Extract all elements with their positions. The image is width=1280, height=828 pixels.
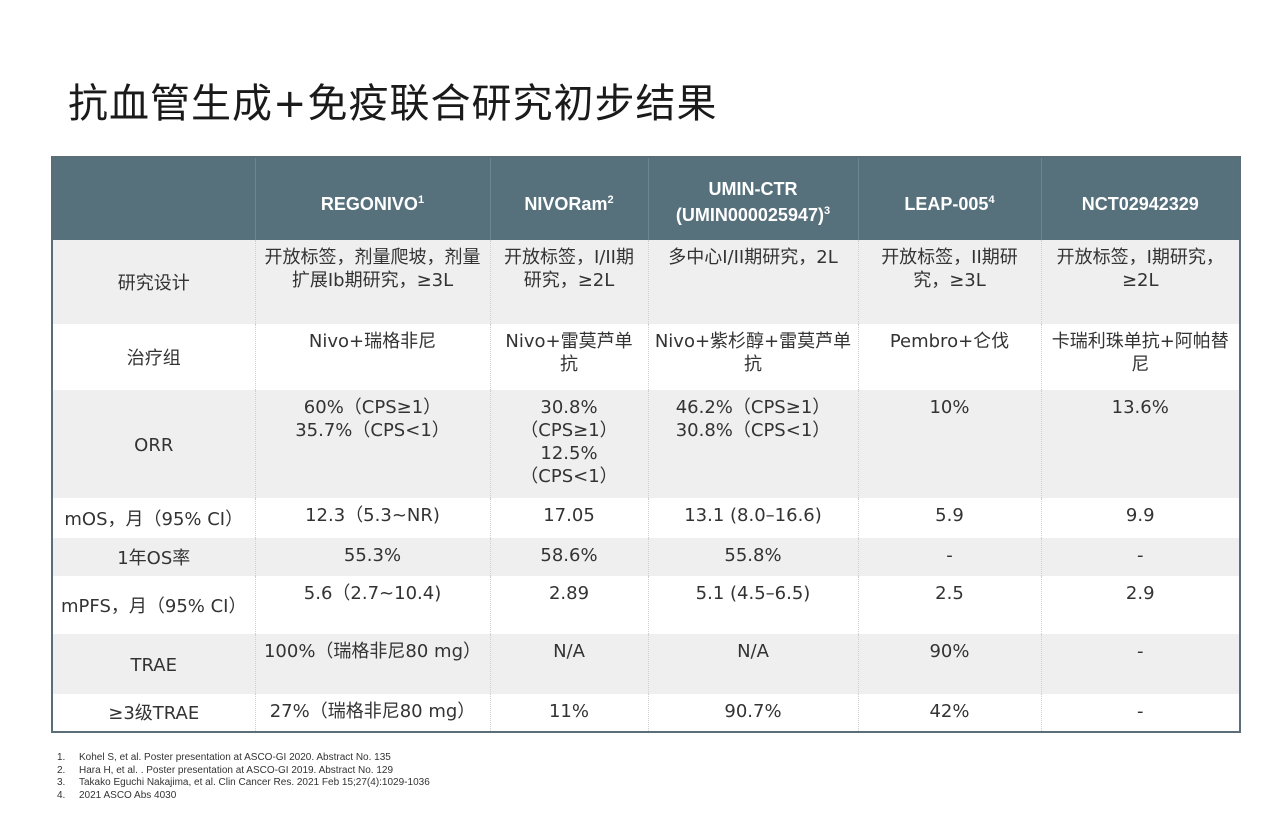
table-cell: 开放标签，I期研究，≥2L [1040,240,1240,324]
table-cell: 2.89 [489,576,648,634]
table-cell: - [1040,634,1240,694]
table-cell: 90.7% [647,694,858,732]
table-cell: 100%（瑞格非尼80 mg） [254,634,490,694]
table-row: TRAE 100%（瑞格非尼80 mg） N/A N/A 90% - [52,634,1240,694]
footnote-number: 2. [57,764,66,776]
table-cell: - [857,538,1041,576]
table-row: mOS，月（95% CI） 12.3（5.3~NR) 17.05 13.1 (8.0–… [52,498,1240,538]
row-label: mOS，月（95% CI） [52,498,255,538]
footnote-text: Kohel S, et al. Poster presentation at A… [79,752,391,763]
row-label: 治疗组 [52,324,255,390]
row-label: ≥3级TRAE [52,694,255,732]
table-cell: Nivo+瑞格非尼 [254,324,490,390]
header-cell-leap-005: LEAP-0054 [857,157,1041,240]
table-cell: 开放标签，II期研究，≥3L [857,240,1041,324]
row-label: mPFS，月（95% CI） [52,576,255,634]
table-row: 1年OS率 55.3% 58.6% 55.8% - - [52,538,1240,576]
footnote-number: 1. [57,752,66,763]
header-label: UMIN-CTR (UMIN000025947) [675,179,824,225]
header-cell-empty [52,157,255,240]
table-cell: Pembro+仑伐 [857,324,1041,390]
header-label: REGONIVO [320,194,418,214]
page-title: 抗血管生成+免疫联合研究初步结果 [68,80,718,127]
table-cell: 开放标签，I/II期研究，≥2L [489,240,648,324]
footnote: 2. Hara H, et al. . Poster presentation a… [57,765,430,778]
table-cell: 5.9 [857,498,1041,538]
table-cell: - [1040,538,1240,576]
table-cell: 60%（CPS≥1） 35.7%（CPS<1） [254,390,490,498]
table-cell: 58.6% [489,538,648,576]
footnote: 1. Kohel S, et al. Poster presentation at… [57,752,430,765]
table-cell: 55.3% [254,538,490,576]
table-cell: 卡瑞利珠单抗+阿帕替尼 [1040,324,1240,390]
header-label: NCT02942329 [1081,194,1199,214]
header-cell-nivoram: NIVORam2 [489,157,648,240]
table-cell: 17.05 [489,498,648,538]
table-cell: 2.9 [1040,576,1240,634]
row-label: TRAE [52,634,255,694]
table-cell: 5.1 (4.5–6.5) [647,576,858,634]
table-cell: 12.3（5.3~NR) [254,498,490,538]
table-row: ORR 60%（CPS≥1） 35.7%（CPS<1） 30.8%（CPS≥1） 1… [52,390,1240,498]
header-sup: 3 [823,205,831,217]
table-cell: 46.2%（CPS≥1） 30.8%（CPS<1） [647,390,858,498]
footnote-text: Hara H, et al. . Poster presentation at … [79,764,394,776]
table-cell: Nivo+雷莫芦单抗 [489,324,648,390]
table-cell: N/A [489,634,648,694]
table-cell: N/A [647,634,858,694]
header-label: LEAP-005 [904,194,989,214]
table-cell: 开放标签，剂量爬坡，剂量扩展Ib期研究，≥3L [254,240,490,324]
table-cell: 90% [857,634,1041,694]
table-cell: 10% [857,390,1041,498]
table-cell: 多中心I/II期研究，2L [647,240,858,324]
header-label: NIVORam [524,194,608,214]
table-cell: 5.6（2.7~10.4) [254,576,490,634]
footnote: 4. 2021 ASCO Abs 4030 [57,790,430,803]
table-header-row: REGONIVO1 NIVORam2 UMIN-CTR (UMIN0000259… [52,157,1240,240]
table-cell: Nivo+紫杉醇+雷莫芦单抗 [647,324,858,390]
table-cell: 27%（瑞格非尼80 mg） [254,694,490,732]
table-cell: - [1040,694,1240,732]
header-cell-regonivo: REGONIVO1 [254,157,490,240]
row-label: 研究设计 [52,240,255,324]
header-sup: 1 [417,194,425,206]
header-sup: 2 [607,194,614,206]
table-cell: 55.8% [647,538,858,576]
table-cell: 30.8%（CPS≥1） 12.5%（CPS<1） [489,390,648,498]
footnote: 3. Takako Eguchi Nakajima, et al. Clin Ca… [57,777,430,790]
footnote-number: 3. [57,777,66,788]
table-cell: 13.6% [1040,390,1240,498]
table-row: mPFS，月（95% CI） 5.6（2.7~10.4) 2.89 5.1 (4.5–… [52,576,1240,634]
table-cell: 9.9 [1040,498,1240,538]
results-table: REGONIVO1 NIVORam2 UMIN-CTR (UMIN0000259… [51,156,1241,733]
row-label: 1年OS率 [52,538,255,576]
footnote-number: 4. [57,789,66,801]
table-cell: 42% [857,694,1041,732]
table-cell: 13.1 (8.0–16.6) [647,498,858,538]
header-cell-nct02942329: NCT02942329 [1040,157,1240,240]
footnotes: 1. Kohel S, et al. Poster presentation at… [57,752,430,802]
footnote-text: 2021 ASCO Abs 4030 [79,789,177,801]
table-cell: 2.5 [857,576,1041,634]
header-cell-umin-ctr: UMIN-CTR (UMIN000025947)3 [647,157,858,240]
row-label: ORR [52,390,255,498]
table-row: 研究设计 开放标签，剂量爬坡，剂量扩展Ib期研究，≥3L 开放标签，I/II期研究，… [52,240,1240,324]
header-sup: 4 [988,194,995,206]
table-row: 治疗组 Nivo+瑞格非尼 Nivo+雷莫芦单抗 Nivo+紫杉醇+雷莫芦单抗 Pemb… [52,324,1240,390]
table-cell: 11% [489,694,648,732]
table-row: ≥3级TRAE 27%（瑞格非尼80 mg） 11% 90.7% 42% - [52,694,1240,732]
footnote-text: Takako Eguchi Nakajima, et al. Clin Canc… [79,777,430,788]
